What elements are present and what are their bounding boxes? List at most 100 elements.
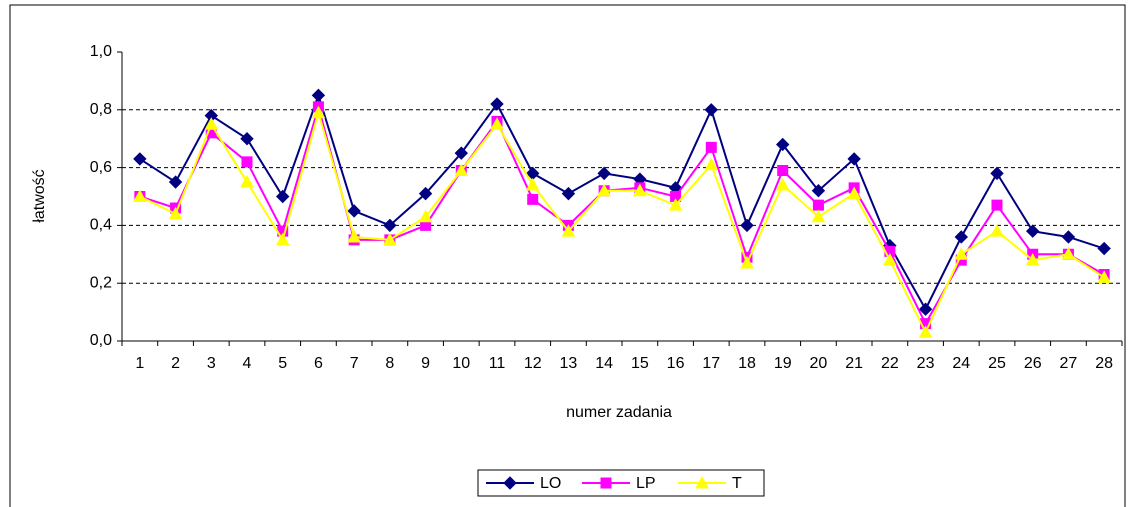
data-point (418, 209, 433, 223)
x-tick-label: 27 (1060, 355, 1078, 372)
data-point (454, 163, 469, 176)
x-tick-label: 10 (452, 355, 470, 372)
x-tick-label: 4 (243, 355, 252, 372)
data-point (418, 186, 433, 201)
data-point (311, 88, 326, 103)
data-point (668, 198, 683, 211)
legend-marker (600, 477, 612, 489)
legend-marker (695, 475, 709, 489)
series-line (139, 109, 1105, 335)
data-point (597, 166, 611, 181)
data-point (527, 193, 539, 205)
data-point (525, 177, 540, 191)
x-tick-label: 28 (1095, 355, 1113, 372)
data-point (490, 97, 504, 111)
data-point (670, 191, 682, 202)
x-tick-label: 25 (988, 355, 1006, 372)
data-point (954, 230, 968, 244)
data-point (383, 218, 397, 233)
x-axis-label: numer zadania (566, 404, 672, 421)
data-point (954, 247, 969, 260)
y-tick-label: 0,6 (90, 159, 112, 176)
data-point (811, 184, 826, 198)
data-point (847, 186, 861, 200)
x-tick-label: 5 (278, 355, 287, 372)
data-point (811, 209, 826, 223)
data-point (704, 157, 719, 171)
data-point (1061, 247, 1076, 260)
data-point (847, 152, 861, 166)
x-tick-label: 19 (774, 355, 792, 372)
x-tick-label: 11 (489, 355, 506, 372)
x-tick-label: 2 (171, 355, 180, 372)
data-point (561, 224, 576, 237)
data-point (311, 105, 326, 119)
legend-label: LP (636, 475, 656, 492)
data-point (990, 224, 1004, 237)
y-axis-label: łatwość (31, 169, 48, 222)
x-tick-label: 16 (667, 355, 685, 372)
data-point (168, 206, 183, 220)
data-point (1025, 253, 1040, 266)
legend-label: LO (540, 475, 561, 492)
y-tick-label: 1,0 (90, 43, 112, 60)
y-tick-label: 0,2 (90, 274, 112, 291)
data-point (918, 325, 933, 338)
data-point (775, 177, 790, 191)
chart-border (9, 4, 1126, 507)
x-tick-label: 3 (207, 355, 216, 372)
data-point (1097, 270, 1111, 283)
data-point (1061, 230, 1076, 244)
data-point (276, 189, 290, 204)
data-point (561, 186, 576, 201)
data-point (812, 199, 824, 211)
data-point (347, 204, 361, 218)
data-point (777, 164, 789, 176)
x-tick-label: 21 (845, 355, 863, 372)
data-point (705, 141, 717, 153)
data-point (883, 253, 897, 266)
x-tick-label: 14 (595, 355, 613, 372)
data-point (204, 117, 219, 130)
data-point (275, 232, 290, 246)
x-tick-label: 13 (560, 355, 578, 372)
x-tick-label: 7 (350, 355, 359, 372)
x-tick-label: 15 (631, 355, 649, 372)
x-tick-label: 20 (810, 355, 828, 372)
data-point (1097, 241, 1111, 256)
data-point (240, 131, 254, 146)
data-point (383, 232, 397, 246)
data-point (1026, 224, 1040, 238)
x-tick-label: 17 (702, 355, 720, 372)
data-point (918, 302, 933, 316)
y-tick-label: 0,0 (90, 332, 112, 349)
series-line (139, 92, 1105, 312)
data-point (240, 175, 254, 188)
y-tick-label: 0,4 (90, 217, 112, 234)
x-tick-label: 26 (1024, 355, 1042, 372)
data-point (241, 156, 253, 168)
x-tick-label: 18 (738, 355, 756, 372)
x-tick-label: 9 (421, 355, 430, 372)
y-tick-label: 0,8 (90, 101, 112, 118)
data-point (776, 137, 790, 152)
data-point (454, 146, 468, 160)
data-point (168, 175, 183, 189)
data-point (133, 152, 147, 166)
data-point (740, 218, 754, 233)
x-tick-label: 22 (881, 355, 899, 372)
data-point (740, 255, 754, 269)
series-line (139, 103, 1105, 326)
legend-label: T (732, 475, 742, 492)
data-point (633, 183, 647, 197)
data-point (597, 183, 611, 197)
data-point (133, 189, 147, 202)
x-tick-label: 24 (952, 355, 970, 372)
x-tick-label: 8 (385, 355, 394, 372)
data-point (991, 199, 1003, 211)
x-tick-label: 12 (524, 355, 542, 372)
x-tick-label: 1 (135, 355, 144, 372)
x-tick-label: 23 (917, 355, 935, 372)
data-point (347, 229, 361, 243)
